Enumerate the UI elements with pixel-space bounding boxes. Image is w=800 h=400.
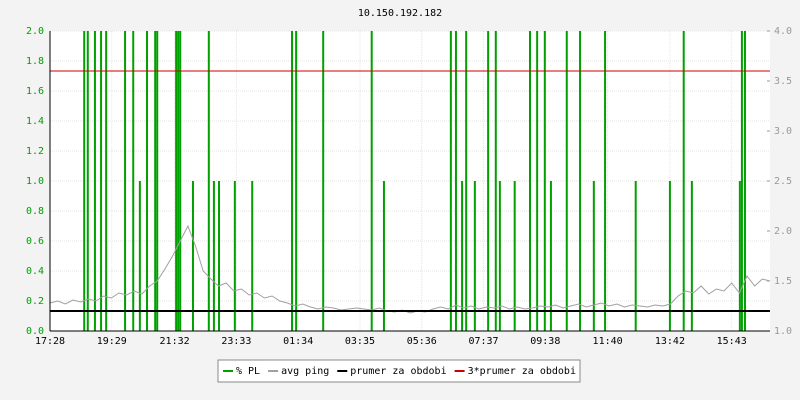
legend-label: prumer za obdobi (350, 366, 446, 377)
y-tick-label: 0.2 (26, 296, 44, 307)
x-tick-label: 09:38 (530, 336, 560, 347)
x-tick-label: 15:43 (717, 336, 747, 347)
x-tick-label: 01:34 (283, 336, 313, 347)
y-tick-label: 2.0 (26, 26, 44, 37)
legend-label: avg ping (281, 366, 329, 377)
x-tick-label: 21:32 (160, 336, 190, 347)
y-tick-label: 1.2 (26, 146, 44, 157)
x-tick-label: 07:37 (468, 336, 498, 347)
x-tick-label: 23:33 (221, 336, 251, 347)
y2-tick-label: 3.0 (774, 126, 792, 137)
y2-tick-label: 2.0 (774, 226, 792, 237)
x-tick-label: 17:28 (35, 336, 65, 347)
y-tick-label: 1.6 (26, 86, 44, 97)
x-tick-label: 11:40 (593, 336, 623, 347)
legend-box (217, 359, 581, 383)
y2-tick-label: 1.0 (774, 326, 792, 337)
x-tick-label: 03:35 (345, 336, 375, 347)
y-tick-label: 1.8 (26, 56, 44, 67)
y2-tick-label: 2.5 (774, 176, 792, 187)
y-tick-label: 1.4 (26, 116, 44, 127)
x-tick-label: 19:29 (97, 336, 127, 347)
y2-tick-label: 1.5 (774, 276, 792, 287)
y-tick-label: 0.8 (26, 206, 44, 217)
y-tick-label: 1.0 (26, 176, 44, 187)
legend-label: 3*prumer za obdobi (468, 366, 576, 377)
chart-title: 10.150.192.182 (358, 8, 442, 19)
x-tick-label: 13:42 (655, 336, 685, 347)
x-tick-label: 05:36 (407, 336, 437, 347)
ping-line (49, 224, 771, 314)
legend-label: % PL (236, 366, 260, 377)
y2-tick-label: 4.0 (774, 26, 792, 37)
y-tick-label: 0.6 (26, 236, 44, 247)
y-tick-label: 0.4 (26, 266, 44, 277)
y-tick-label: 0.0 (26, 326, 44, 337)
y2-tick-label: 3.5 (774, 76, 792, 87)
